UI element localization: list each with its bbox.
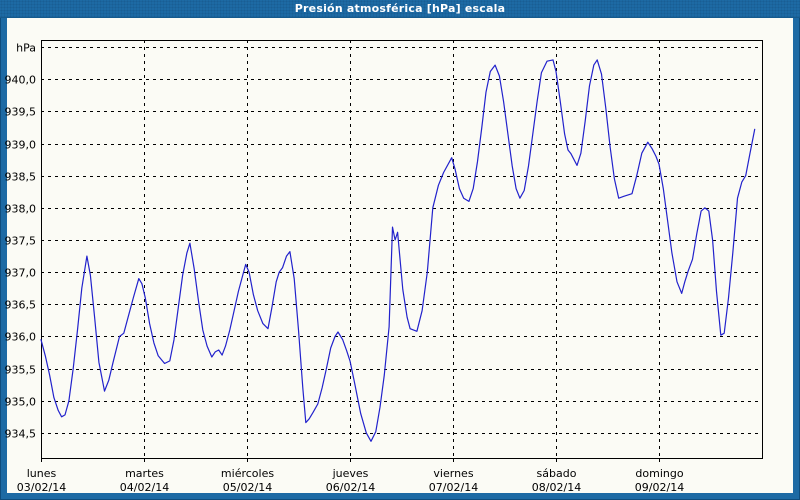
y-tick-label: 936,5 <box>5 299 37 312</box>
x-tick-day-label: viernes <box>433 467 473 480</box>
x-tick-day-label: sábado <box>537 467 577 480</box>
y-tick-label: 939,0 <box>5 139 37 152</box>
pressure-series-line <box>40 59 756 442</box>
y-tick-label: 938,5 <box>5 171 37 184</box>
y-tick-label: 937,0 <box>5 267 37 280</box>
window-title: Presión atmosférica [hPa] escala <box>294 2 506 15</box>
window-titlebar: Presión atmosférica [hPa] escala <box>0 0 800 18</box>
x-tick-date-label: 05/02/14 <box>223 481 272 494</box>
x-tick-day-label: domingo <box>635 467 683 480</box>
x-tick-date-label: 04/02/14 <box>120 481 169 494</box>
x-tick-date-label: 06/02/14 <box>326 481 375 494</box>
y-tick-label: 938,0 <box>5 203 37 216</box>
x-tick-day-label: jueves <box>332 467 369 480</box>
y-tick-label: 935,0 <box>5 396 37 409</box>
y-tick-label: 937,5 <box>5 235 37 248</box>
y-tick-label: 935,5 <box>5 364 37 377</box>
x-tick-date-label: 08/02/14 <box>532 481 581 494</box>
y-tick-label: 934,5 <box>5 428 37 441</box>
x-tick-date-label: 09/02/14 <box>635 481 684 494</box>
x-tick-day-label: miércoles <box>221 467 274 480</box>
x-tick-date-label: 07/02/14 <box>429 481 478 494</box>
y-tick-label: 939,5 <box>5 106 37 119</box>
x-tick-day-label: martes <box>125 467 164 480</box>
y-tick-label: 936,0 <box>5 331 37 344</box>
x-tick-day-label: lunes <box>27 467 57 480</box>
plot-border <box>41 40 763 459</box>
x-tick-date-label: 03/02/14 <box>17 481 66 494</box>
y-tick-label: hPa <box>16 42 36 55</box>
y-tick-label: 940,0 <box>5 74 37 87</box>
